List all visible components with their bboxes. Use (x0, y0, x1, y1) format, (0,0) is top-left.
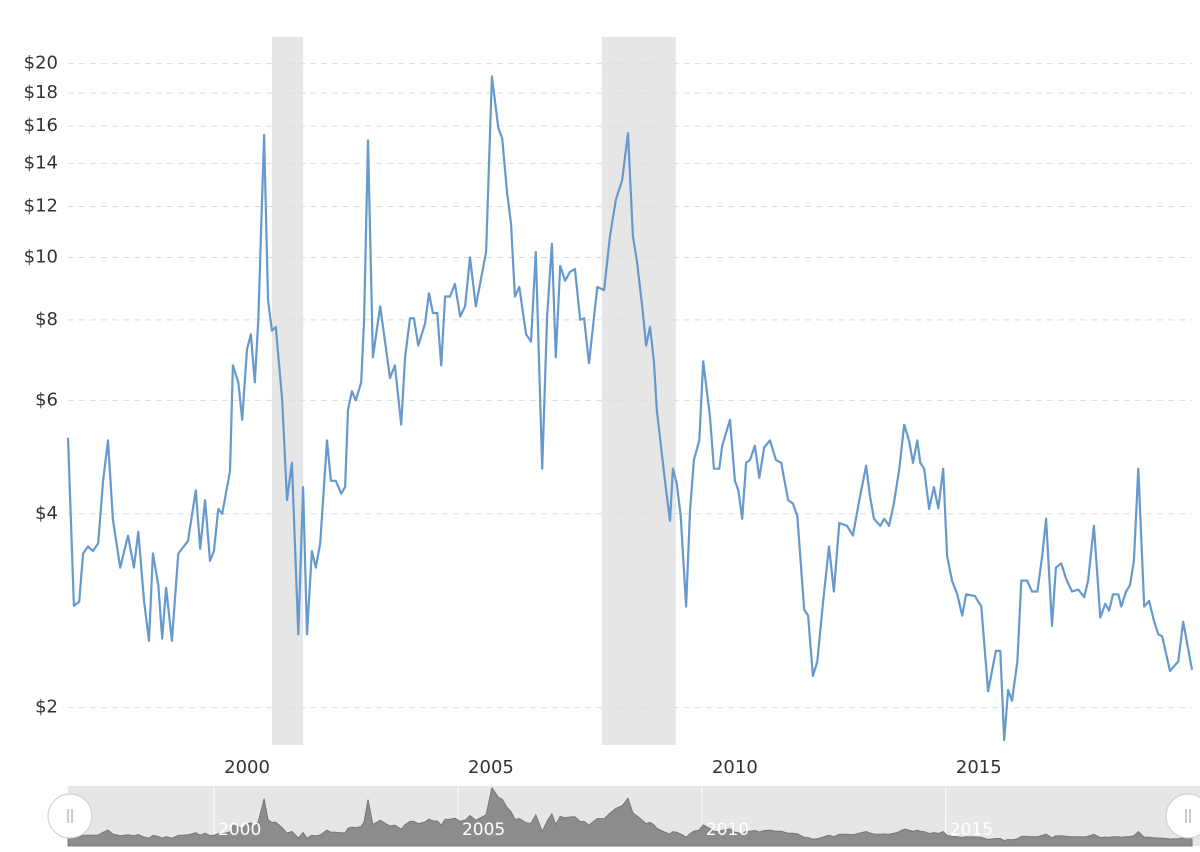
shaded-range (271, 37, 304, 745)
y-tick-label: $10 (24, 247, 58, 268)
y-tick-label: $18 (24, 82, 58, 103)
y-tick-label: $16 (24, 115, 58, 136)
y-tick-label: $20 (24, 53, 58, 74)
x-tick-label: 2000 (224, 757, 270, 778)
handle-circle (1165, 793, 1200, 839)
x-tick-label: 2010 (712, 757, 758, 778)
x-tick-label: 2005 (468, 757, 514, 778)
shaded-range (601, 37, 676, 745)
y-tick-label: $6 (35, 389, 58, 410)
navigator-handle-left[interactable] (47, 793, 93, 839)
navigator: 2000 2005 2010 2015 (47, 786, 1200, 847)
navigator-label: 2005 (462, 820, 505, 840)
navigator-handle-right[interactable] (1165, 793, 1200, 839)
y-tick-label: $4 (35, 503, 58, 524)
handle-circle (47, 793, 93, 839)
y-tick-label: $14 (24, 152, 58, 173)
y-tick-label: $2 (35, 697, 58, 718)
y-tick-label: $12 (24, 196, 58, 217)
navigator-label: 2015 (950, 820, 993, 840)
x-tick-label: 2015 (956, 757, 1002, 778)
navigator-label: 2010 (706, 820, 749, 840)
price-line (66, 75, 1194, 742)
y-tick-label: $8 (35, 309, 58, 330)
navigator-area (67, 786, 1193, 847)
navigator-label: 2000 (218, 820, 261, 840)
